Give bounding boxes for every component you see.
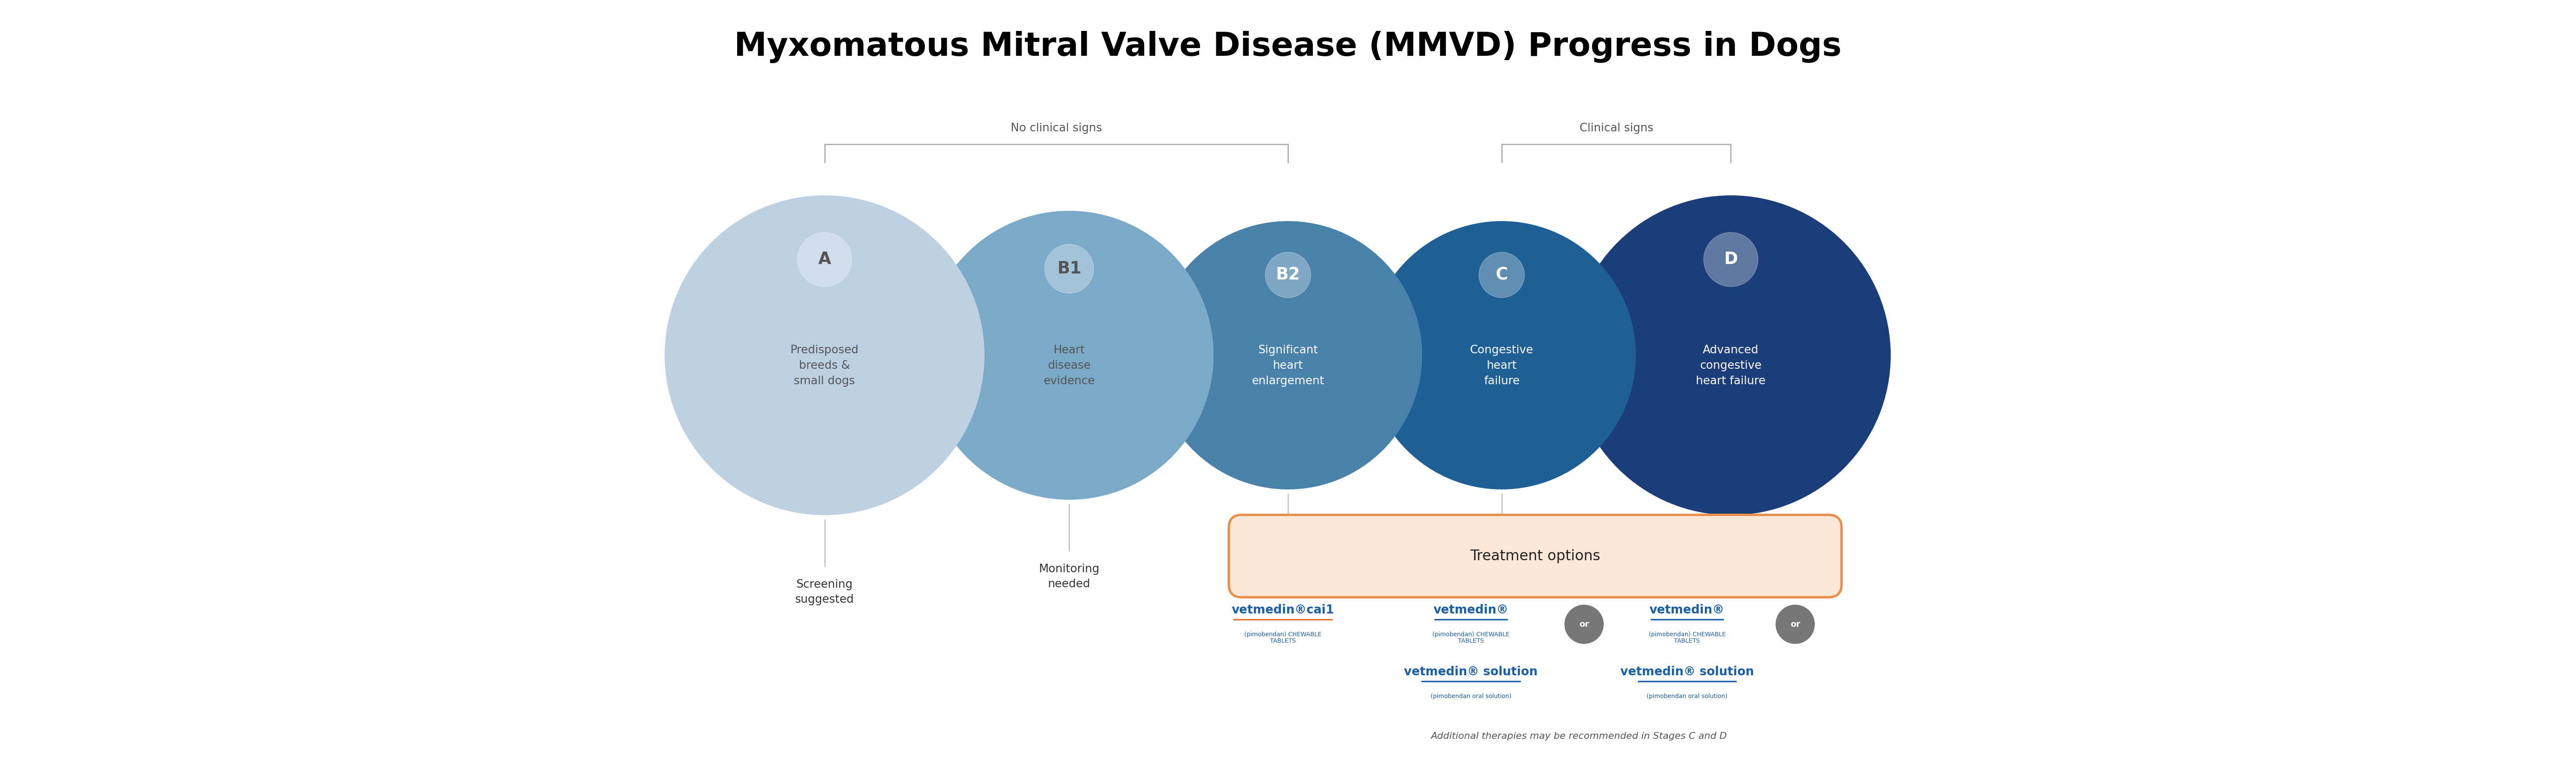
Circle shape [799, 232, 853, 287]
Text: C: C [1497, 267, 1507, 283]
Text: Congestive
heart
failure: Congestive heart failure [1471, 344, 1533, 386]
Circle shape [1046, 245, 1095, 293]
Text: TABLETS: TABLETS [1270, 638, 1296, 644]
Circle shape [665, 196, 984, 515]
Text: No clinical signs: No clinical signs [1010, 123, 1103, 134]
Text: Significant
heart
enlargement: Significant heart enlargement [1252, 344, 1324, 386]
Text: vetmedin®cai1: vetmedin®cai1 [1231, 604, 1334, 616]
Text: Clinical signs: Clinical signs [1579, 123, 1654, 134]
Text: or: or [1579, 620, 1589, 629]
Text: (pimobendan oral solution): (pimobendan oral solution) [1646, 693, 1728, 700]
Circle shape [1775, 605, 1814, 644]
Circle shape [1571, 196, 1891, 515]
Text: (pimobendan oral solution): (pimobendan oral solution) [1430, 693, 1512, 700]
Text: D: D [1723, 251, 1739, 267]
Text: vetmedin®: vetmedin® [1649, 604, 1723, 616]
Text: Treatment options: Treatment options [1471, 549, 1600, 563]
Text: B1: B1 [1056, 261, 1082, 277]
Text: vetmedin®: vetmedin® [1432, 604, 1510, 616]
Text: (pimobendan) CHEWABLE: (pimobendan) CHEWABLE [1244, 632, 1321, 638]
Circle shape [1479, 252, 1525, 298]
Text: Myxomatous Mitral Valve Disease (MMVD) Progress in Dogs: Myxomatous Mitral Valve Disease (MMVD) P… [734, 31, 1842, 63]
Circle shape [1703, 232, 1757, 287]
Text: TABLETS: TABLETS [1674, 638, 1700, 644]
Text: Monitoring
needed: Monitoring needed [1038, 564, 1100, 590]
Circle shape [1265, 252, 1311, 298]
Text: Additional therapies may be recommended in Stages C and D: Additional therapies may be recommended … [1430, 732, 1726, 741]
Text: TABLETS: TABLETS [1458, 638, 1484, 644]
Circle shape [1564, 605, 1602, 644]
Text: Predisposed
breeds &
small dogs: Predisposed breeds & small dogs [791, 344, 858, 386]
Text: vetmedin® solution: vetmedin® solution [1404, 666, 1538, 678]
Circle shape [1154, 222, 1422, 489]
Text: (pimobendan) CHEWABLE: (pimobendan) CHEWABLE [1649, 632, 1726, 638]
Text: Screening
suggested: Screening suggested [796, 579, 855, 606]
Text: B2: B2 [1275, 267, 1301, 283]
Text: Advanced
congestive
heart failure: Advanced congestive heart failure [1695, 344, 1765, 386]
Text: Heart
disease
evidence: Heart disease evidence [1043, 344, 1095, 386]
Text: or: or [1790, 620, 1801, 629]
Circle shape [925, 211, 1213, 499]
Text: (pimobendan) CHEWABLE: (pimobendan) CHEWABLE [1432, 632, 1510, 638]
Text: A: A [819, 251, 832, 267]
Circle shape [1368, 222, 1636, 489]
Text: vetmedin® solution: vetmedin® solution [1620, 666, 1754, 678]
FancyBboxPatch shape [1229, 515, 1842, 597]
